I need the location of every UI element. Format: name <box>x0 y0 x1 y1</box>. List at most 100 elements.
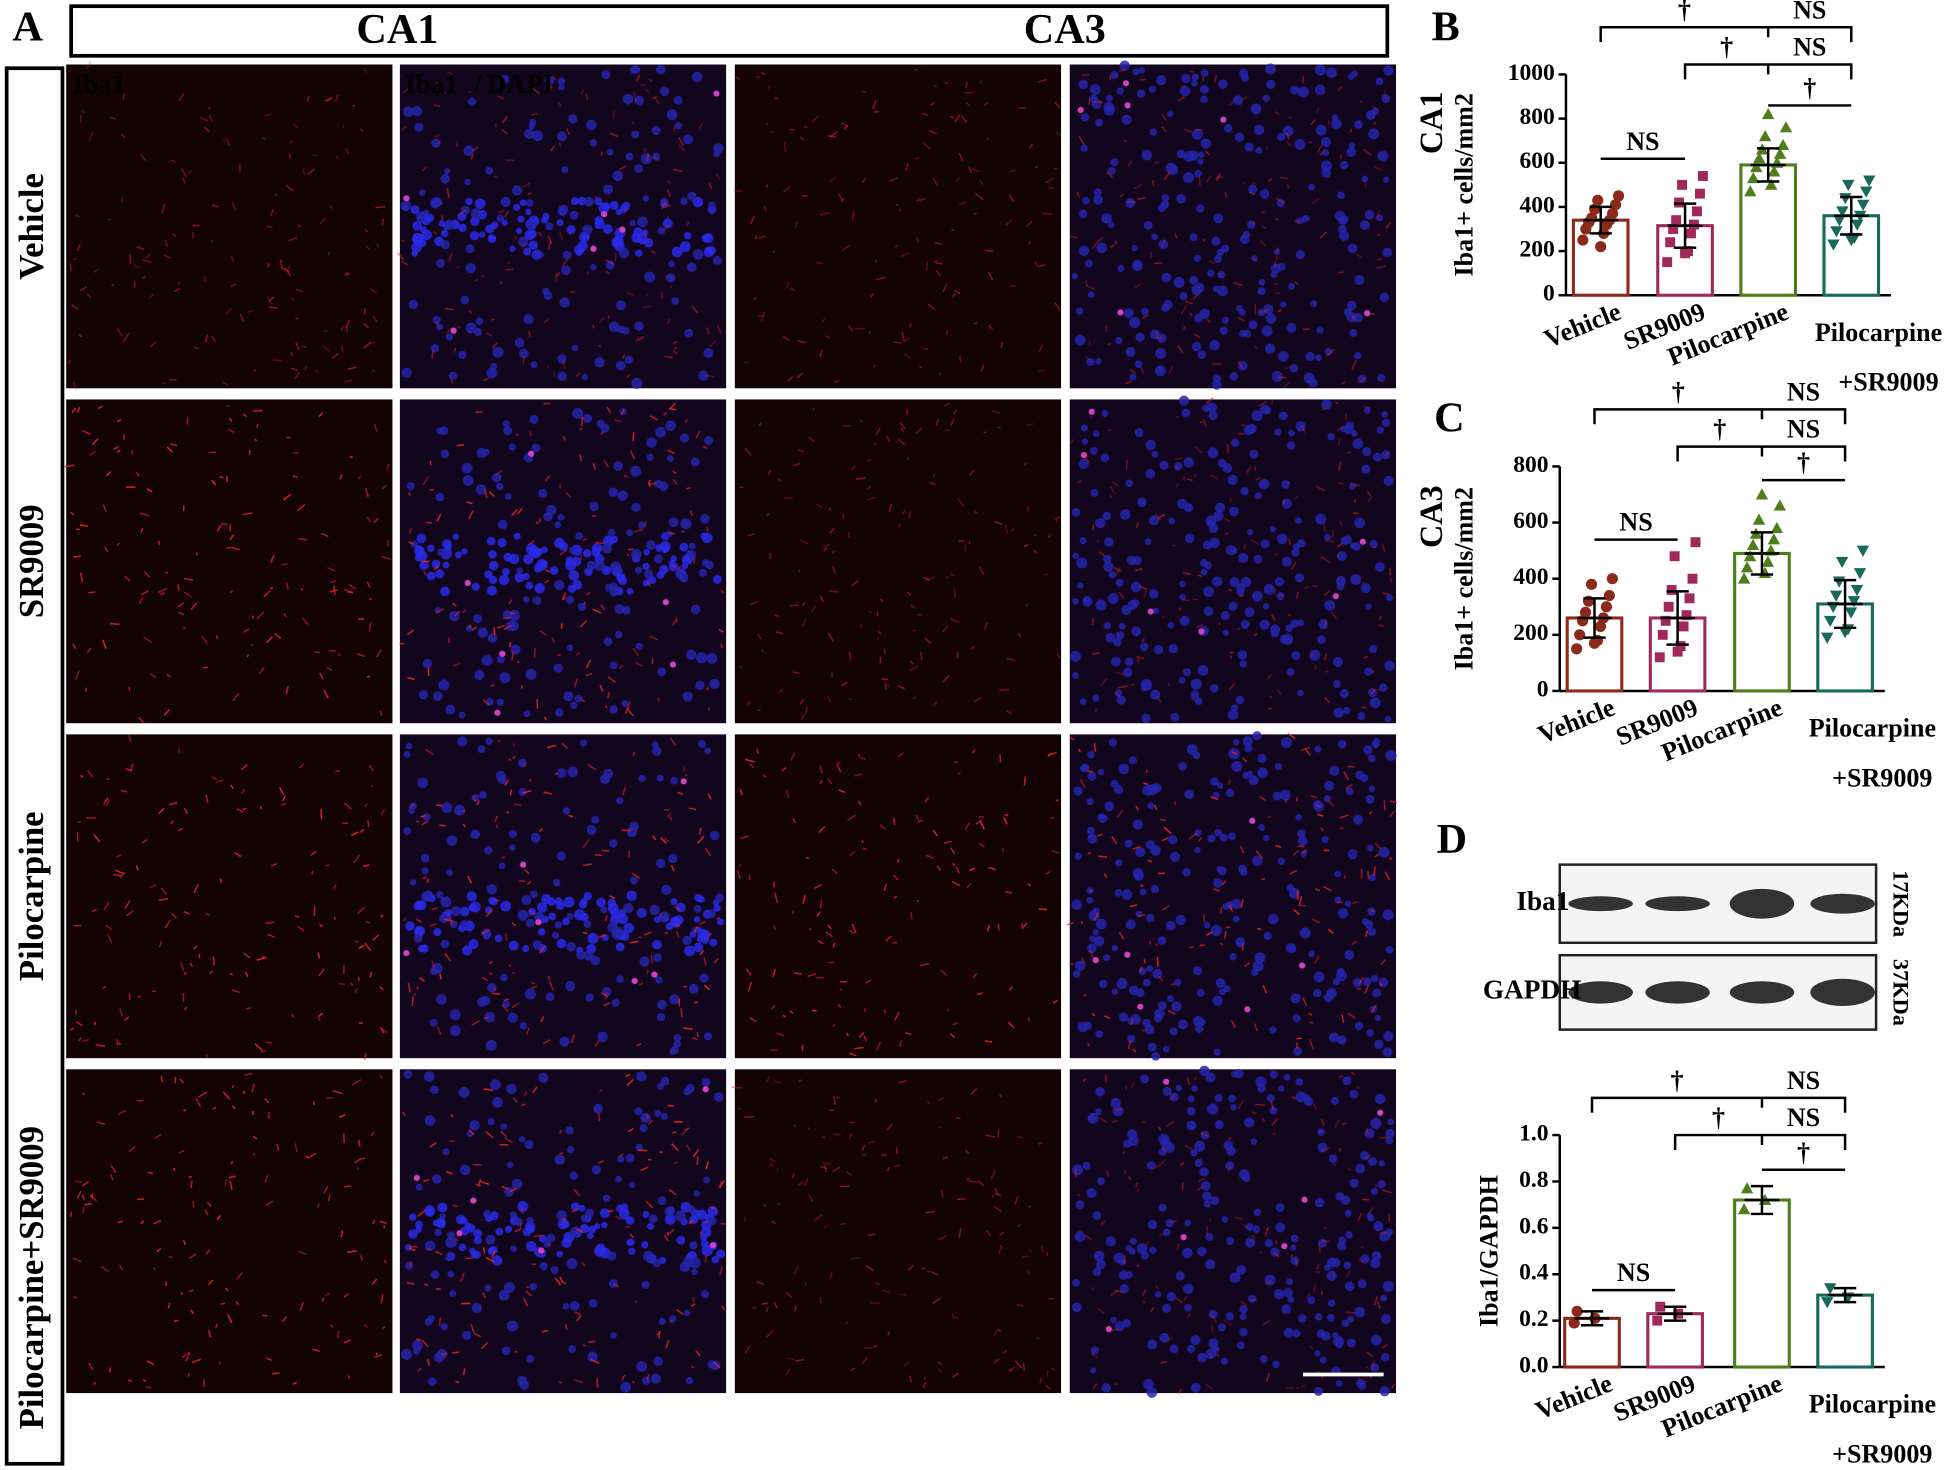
nucleus <box>531 444 540 453</box>
nucleus <box>1217 783 1223 789</box>
nucleus <box>1201 1181 1211 1191</box>
nucleus <box>1095 119 1103 127</box>
nucleus <box>1190 233 1198 241</box>
nucleus <box>1264 584 1275 595</box>
merged-cell <box>1364 310 1370 316</box>
nucleus <box>687 192 696 201</box>
microglia <box>371 786 373 787</box>
nucleus <box>431 1270 440 1279</box>
nucleus <box>1344 950 1354 960</box>
nucleus <box>1273 791 1282 800</box>
nucleus <box>502 1346 511 1355</box>
nucleus <box>1293 1330 1301 1338</box>
nucleus <box>1388 1119 1394 1125</box>
nucleus <box>1340 689 1349 698</box>
microglia <box>1298 846 1304 847</box>
nucleus <box>446 869 453 876</box>
nucleus <box>1327 433 1334 440</box>
nucleus <box>1158 936 1167 945</box>
nucleus <box>1263 603 1270 610</box>
nucleus <box>478 627 488 637</box>
nucleus <box>1379 1160 1385 1166</box>
nucleus <box>1099 980 1107 988</box>
nucleus <box>1361 583 1371 593</box>
nucleus <box>682 936 691 945</box>
nucleus <box>1383 1281 1394 1292</box>
nucleus <box>1307 1296 1315 1304</box>
microglia <box>376 1353 377 1356</box>
nucleus <box>1267 1094 1275 1102</box>
nucleus <box>477 997 487 1007</box>
nucleus <box>583 414 592 423</box>
nucleus <box>1151 1052 1160 1061</box>
nucleus <box>1213 878 1223 888</box>
nucleus <box>1104 537 1113 546</box>
microglia <box>84 1204 91 1205</box>
nucleus <box>503 426 512 435</box>
nucleus <box>1132 599 1139 606</box>
nucleus <box>1231 704 1238 711</box>
nucleus <box>1291 651 1300 660</box>
nucleus <box>1297 620 1304 627</box>
nucleus <box>1170 713 1179 722</box>
microglia <box>1219 623 1220 626</box>
nucleus <box>626 529 633 536</box>
nucleus <box>568 1345 576 1353</box>
nucleus <box>1163 1087 1172 1096</box>
nucleus <box>450 1009 461 1020</box>
microglia <box>840 1224 845 1225</box>
nucleus <box>1371 975 1378 982</box>
microglia <box>749 875 750 880</box>
nucleus <box>1280 790 1291 801</box>
nucleus <box>1115 859 1122 866</box>
nucleus <box>528 240 537 249</box>
microglia <box>926 1271 934 1272</box>
nucleus <box>1353 978 1362 987</box>
nucleus <box>1119 1013 1128 1022</box>
data-point <box>1827 239 1839 250</box>
microglia <box>449 637 450 642</box>
nucleus <box>1181 74 1190 83</box>
nucleus <box>416 1184 423 1191</box>
microglia <box>1275 219 1278 220</box>
microglia <box>1081 75 1089 76</box>
merged-cell <box>1220 117 1226 123</box>
nucleus <box>1277 133 1285 141</box>
data-point <box>1780 121 1792 132</box>
merged-cell <box>538 1247 544 1253</box>
nucleus <box>1245 143 1254 152</box>
data-point <box>1658 630 1668 640</box>
nucleus <box>1202 404 1210 412</box>
nucleus <box>1321 168 1331 178</box>
nucleus <box>659 482 668 491</box>
nucleus <box>1141 150 1152 161</box>
significance-label: † <box>1713 415 1726 444</box>
nucleus <box>572 408 583 419</box>
nucleus <box>1213 213 1223 223</box>
microglia <box>281 564 288 565</box>
data-point <box>1756 488 1768 499</box>
nucleus <box>1179 677 1186 684</box>
nucleus <box>1251 969 1258 976</box>
merged-cell <box>451 328 457 334</box>
nucleus <box>1278 263 1286 271</box>
nucleus <box>1220 834 1228 842</box>
nucleus <box>1126 347 1136 357</box>
nucleus <box>1288 430 1295 437</box>
nucleus <box>594 357 604 367</box>
nucleus <box>508 1013 518 1023</box>
nucleus <box>1123 668 1133 678</box>
microglia <box>613 110 614 118</box>
nucleus <box>440 174 450 184</box>
nucleus <box>1343 707 1350 714</box>
microglia <box>253 1111 254 1115</box>
microglia <box>957 1199 966 1200</box>
nucleus <box>694 905 702 913</box>
merged-cell <box>499 651 505 657</box>
nucleus <box>1322 836 1329 843</box>
nucleus <box>1270 1248 1279 1257</box>
microglia <box>132 450 133 455</box>
microglia <box>1315 665 1316 670</box>
microglia <box>884 649 885 653</box>
nucleus <box>1287 323 1297 333</box>
